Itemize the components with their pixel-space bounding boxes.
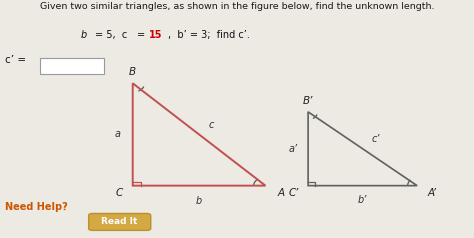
Text: ,  b’ = 3;  find c’.: , b’ = 3; find c’. (168, 30, 250, 40)
Text: B’: B’ (303, 96, 313, 106)
Text: a’: a’ (289, 144, 298, 154)
Text: c’ =: c’ = (5, 55, 26, 65)
Text: b: b (81, 30, 87, 40)
Text: b’: b’ (358, 195, 367, 205)
Text: Read It: Read It (101, 217, 137, 226)
Text: = 5,  c: = 5, c (95, 30, 127, 40)
Text: A: A (277, 188, 284, 198)
Text: Given two similar triangles, as shown in the figure below, find the unknown leng: Given two similar triangles, as shown in… (40, 2, 434, 11)
FancyBboxPatch shape (89, 213, 151, 230)
Text: c’: c’ (371, 134, 380, 144)
Text: A’: A’ (428, 188, 437, 198)
Bar (40, 58, 104, 74)
Text: 15: 15 (149, 30, 163, 40)
Text: =: = (137, 30, 146, 40)
Text: B: B (129, 67, 137, 77)
Text: C’: C’ (288, 188, 299, 198)
Text: a: a (115, 129, 121, 139)
Text: c: c (209, 120, 214, 130)
Text: b: b (196, 196, 202, 206)
Text: Need Help?: Need Help? (5, 202, 67, 212)
Text: C: C (116, 188, 123, 198)
